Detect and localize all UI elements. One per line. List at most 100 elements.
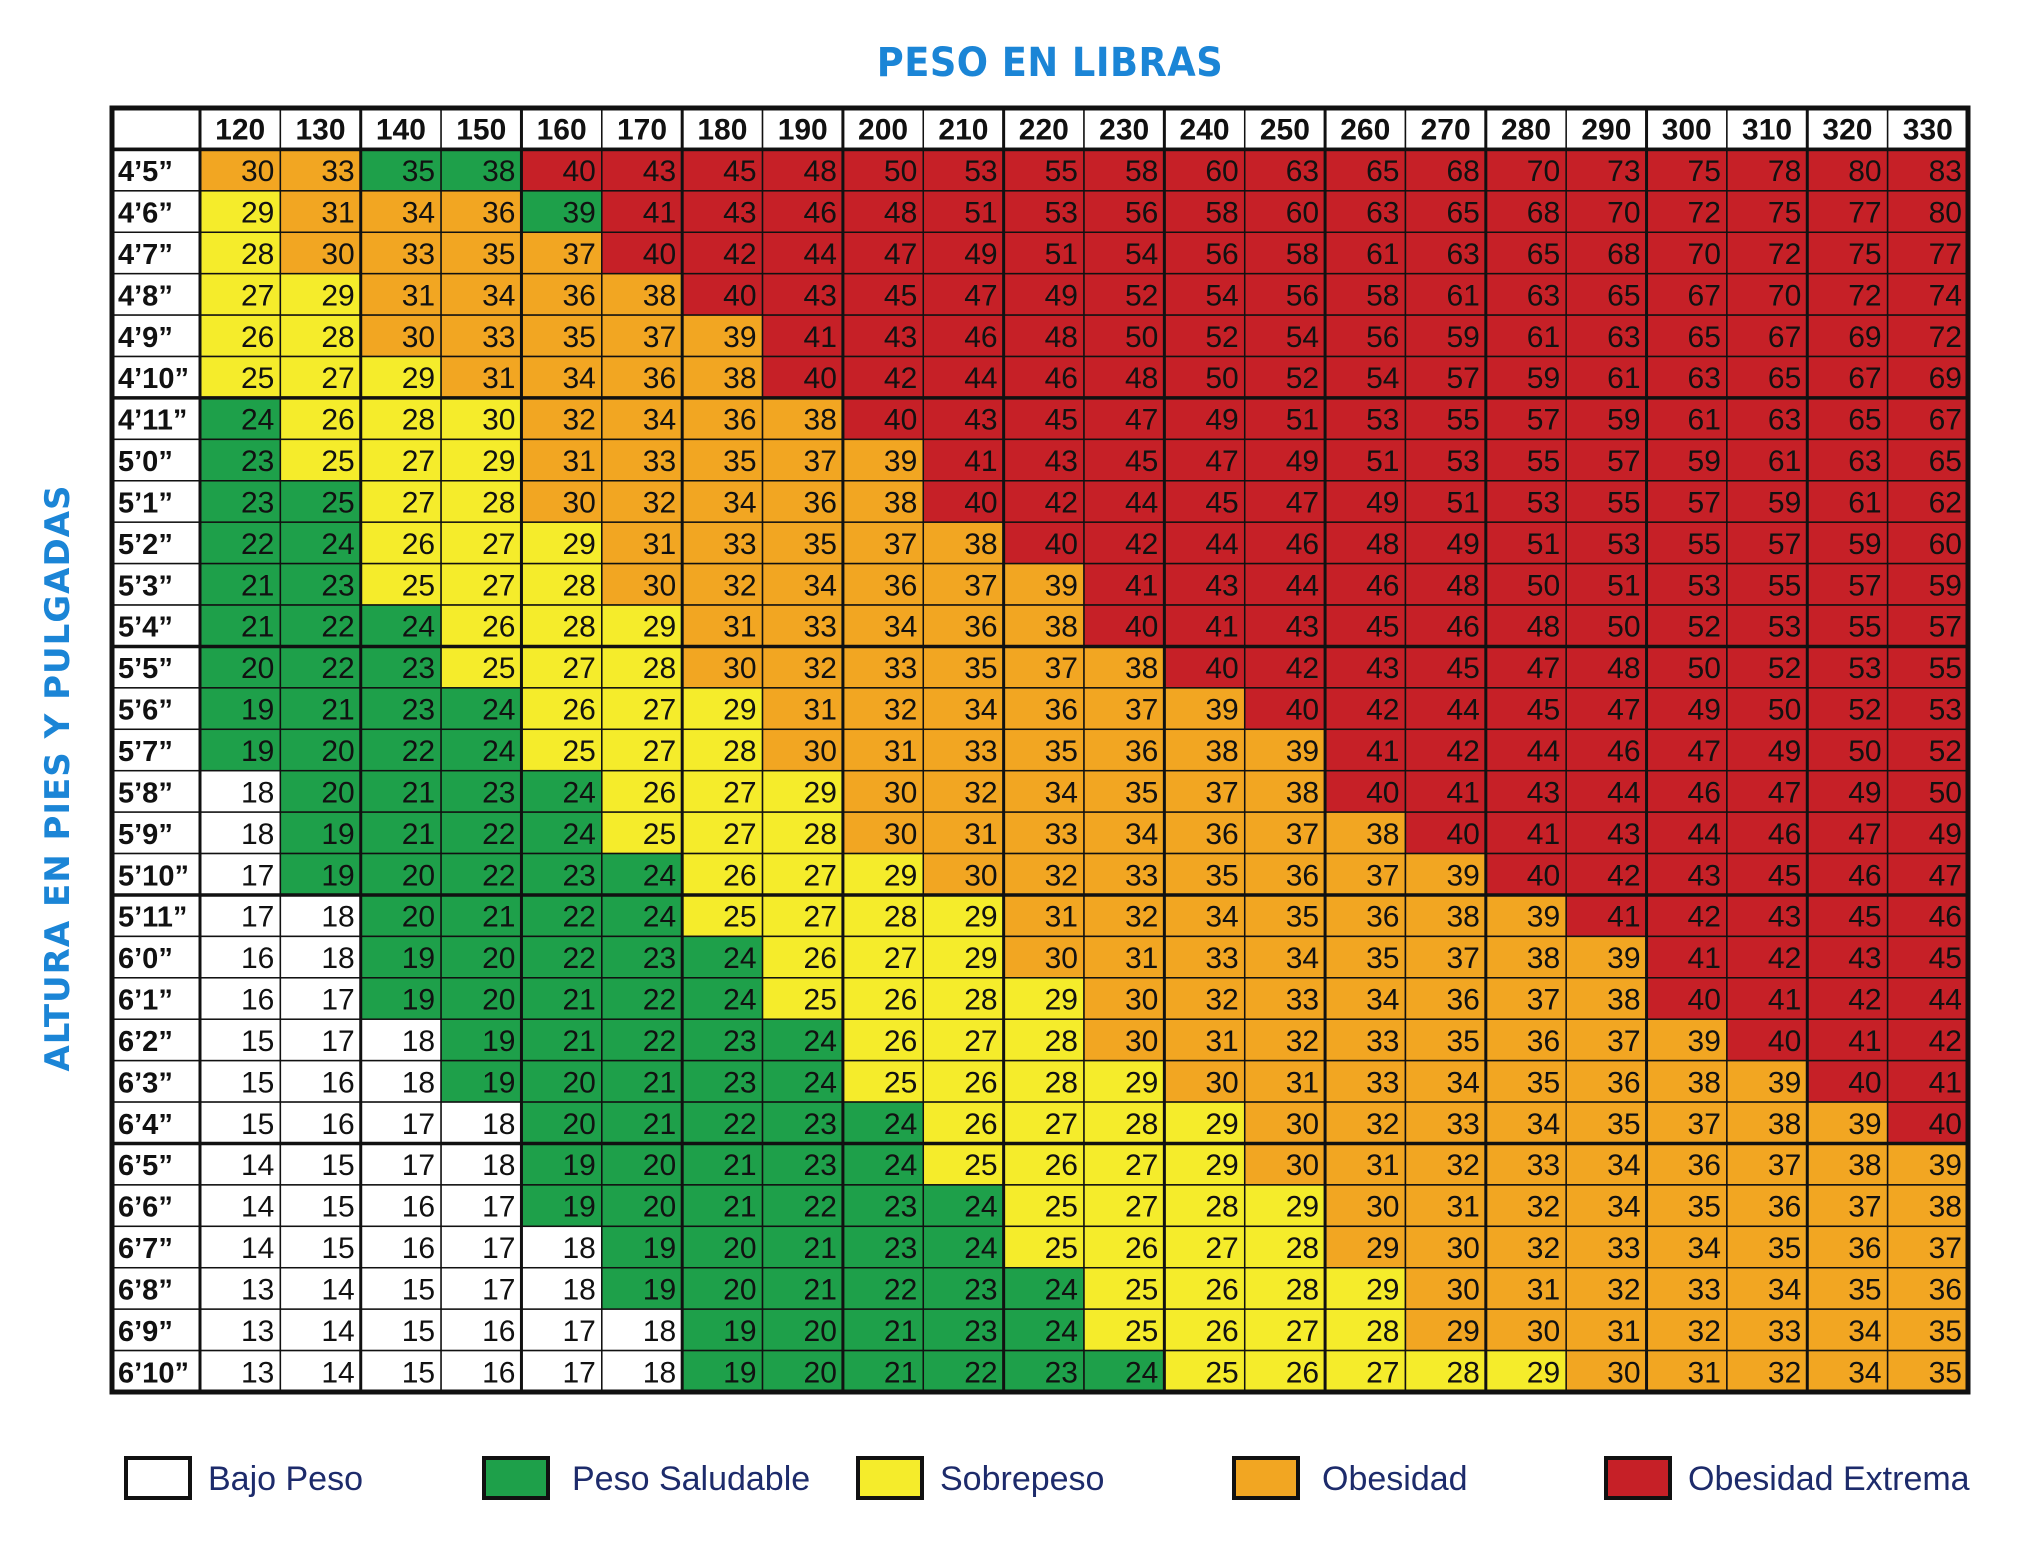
cell-value: 14 — [321, 1273, 354, 1306]
heatmap-cell — [1726, 935, 1809, 979]
heatmap-cell — [1645, 645, 1728, 689]
heatmap-cell — [520, 272, 603, 316]
cell-value: 28 — [723, 735, 756, 768]
heatmap-cell — [359, 562, 442, 606]
row-header-label: 6’10” — [118, 1357, 189, 1389]
cell-value: 27 — [1366, 1356, 1399, 1389]
cell-value: 60 — [1205, 155, 1238, 188]
heatmap-cell — [1163, 397, 1246, 441]
heatmap-cell — [1404, 1225, 1487, 1269]
cell-value: 47 — [1125, 404, 1158, 437]
heatmap-cell — [761, 1308, 844, 1352]
heatmap-cell — [199, 687, 282, 731]
heatmap-cell — [1726, 894, 1809, 938]
cell-value: 59 — [1929, 569, 1962, 602]
cell-value: 26 — [402, 528, 435, 561]
column-header-label: 300 — [1662, 114, 1712, 147]
cell-value: 21 — [804, 1273, 837, 1306]
cell-value: 57 — [1768, 528, 1801, 561]
heatmap-cell — [1565, 1101, 1648, 1145]
heatmap-cell — [1806, 1308, 1889, 1352]
row-header-label: 6’8” — [118, 1274, 173, 1306]
cell-value: 35 — [1848, 1273, 1881, 1306]
cell-value: 35 — [1205, 859, 1238, 892]
heatmap-cell — [1645, 604, 1728, 648]
cell-value: 43 — [1607, 818, 1640, 851]
heatmap-cell — [842, 231, 925, 275]
cell-value: 37 — [1366, 859, 1399, 892]
heatmap-cell — [1565, 480, 1648, 523]
column-header-label: 120 — [215, 114, 265, 147]
cell-value: 30 — [1446, 1232, 1479, 1265]
cell-value: 38 — [1446, 901, 1479, 934]
cell-value: 29 — [562, 528, 595, 561]
cell-value: 20 — [643, 1191, 676, 1224]
heatmap-cell — [1163, 811, 1246, 855]
heatmap-cell — [1806, 935, 1889, 979]
cell-value: 50 — [1848, 735, 1881, 768]
cell-value: 38 — [1125, 652, 1158, 685]
cell-value: 32 — [1446, 1149, 1479, 1182]
cell-value: 63 — [1286, 155, 1319, 188]
cell-value: 40 — [1848, 1066, 1881, 1099]
column-header-label: 210 — [938, 114, 988, 147]
heatmap-cell — [279, 977, 362, 1020]
column-header-label: 320 — [1822, 114, 1872, 147]
cell-value: 36 — [1688, 1149, 1721, 1182]
cell-value: 17 — [241, 859, 274, 892]
cell-value: 70 — [1768, 279, 1801, 312]
cell-value: 18 — [482, 1149, 515, 1182]
cell-value: 45 — [1527, 694, 1560, 727]
heatmap-cell — [359, 397, 442, 441]
cell-value: 39 — [1446, 859, 1479, 892]
cell-value: 48 — [1366, 528, 1399, 561]
heatmap-cell — [761, 728, 844, 772]
cell-value: 49 — [964, 238, 997, 271]
cell-value: 25 — [884, 1066, 917, 1099]
cell-value: 22 — [643, 984, 676, 1017]
cell-value: 39 — [1848, 1108, 1881, 1141]
cell-value: 46 — [1286, 528, 1319, 561]
cell-value: 52 — [1688, 611, 1721, 644]
cell-value: 21 — [321, 694, 354, 727]
cell-value: 26 — [321, 404, 354, 437]
heatmap-cell — [601, 480, 683, 523]
cell-value: 33 — [1366, 1025, 1399, 1058]
heatmap-cell — [601, 231, 683, 275]
row-header-label: 5’1” — [118, 487, 173, 519]
column-header-cell — [1806, 107, 1889, 151]
cell-value: 25 — [723, 901, 756, 934]
heatmap-cell — [279, 1059, 362, 1103]
heatmap-cell — [1726, 852, 1809, 896]
heatmap-cell — [1565, 190, 1648, 234]
cell-value: 23 — [482, 776, 515, 809]
cell-value: 31 — [562, 445, 595, 478]
cell-value: 28 — [1286, 1232, 1319, 1265]
heatmap-cell — [1485, 1142, 1567, 1186]
heatmap-cell — [1163, 1184, 1246, 1228]
cell-value: 59 — [1607, 404, 1640, 437]
heatmap-cell — [1886, 811, 1969, 855]
heatmap-cell — [1243, 811, 1326, 855]
cell-value: 26 — [1205, 1273, 1238, 1306]
cell-value: 46 — [1366, 569, 1399, 602]
cell-value: 32 — [1045, 859, 1078, 892]
cell-value: 28 — [1125, 1108, 1158, 1141]
cell-value: 55 — [1527, 445, 1560, 478]
cell-value: 32 — [1768, 1356, 1801, 1389]
cell-value: 18 — [643, 1356, 676, 1389]
heatmap-cell — [1565, 1266, 1648, 1310]
cell-value: 65 — [1527, 238, 1560, 271]
heatmap-cell — [1243, 1349, 1326, 1393]
heatmap-cell — [1404, 521, 1487, 565]
cell-value: 32 — [1286, 1025, 1319, 1058]
heatmap-cell — [1163, 1018, 1246, 1062]
cell-value: 33 — [1446, 1108, 1479, 1141]
heatmap-cell — [761, 355, 844, 399]
cell-value: 36 — [1205, 818, 1238, 851]
cell-value: 33 — [321, 155, 354, 188]
row-header-label: 6’6” — [118, 1192, 173, 1224]
cell-value: 32 — [1125, 901, 1158, 934]
cell-value: 78 — [1768, 155, 1801, 188]
cell-value: 23 — [884, 1232, 917, 1265]
